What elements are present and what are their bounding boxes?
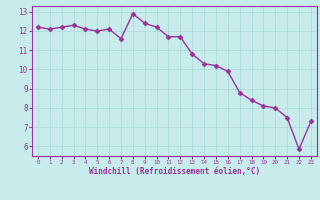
X-axis label: Windchill (Refroidissement éolien,°C): Windchill (Refroidissement éolien,°C) [89,167,260,176]
